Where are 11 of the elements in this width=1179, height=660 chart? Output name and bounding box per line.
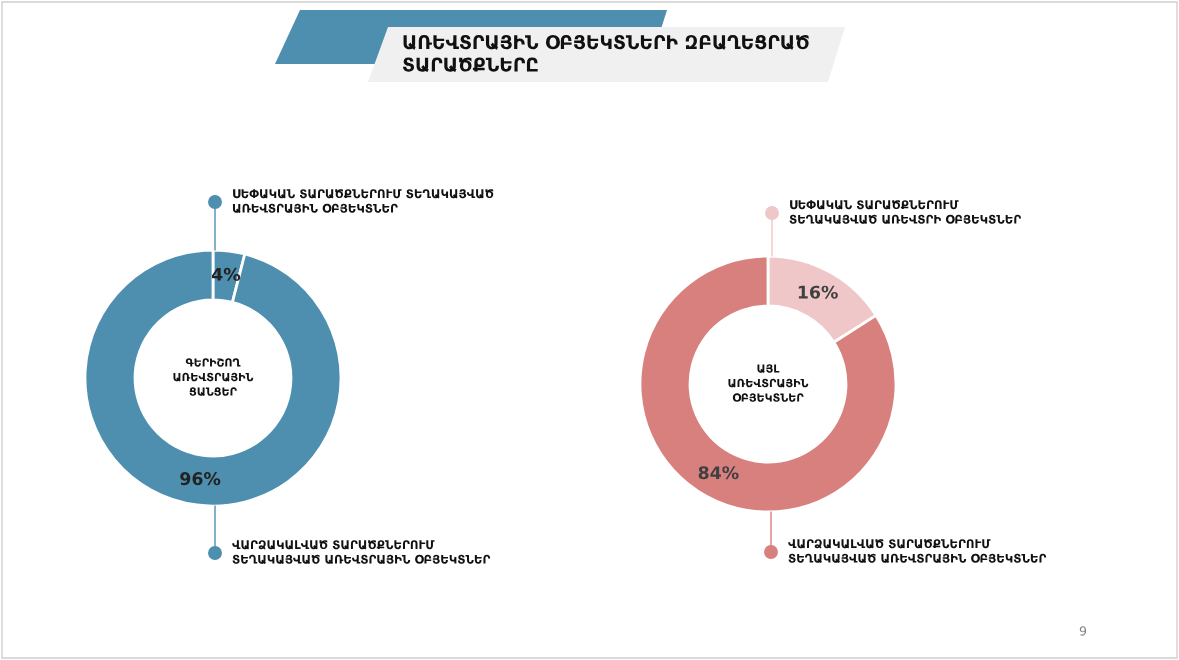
legend-label: ՍԵՓԱԿԱՆ ՏԱՐԱԾՔՆԵՐՈՒՄ ՏԵՂԱԿԱՅՎԱԾ ԱՌԵՎՏՐԱՅԻՆ ՕԲՅԵԿՏՆԵՐ: [232, 189, 494, 213]
text: 9: [1079, 626, 1087, 636]
data-label: 84%: [698, 466, 739, 480]
legend-label: ՍԵՓԱԿԱՆ ՏԱՐԱԾՔՆԵՐՈՒՄ ՏԵՂԱԿԱՅՎԱԾ ԱՌԵՎՏՐԻ ՕԲՅԵԿՏՆԵՐ: [789, 200, 1021, 224]
text: ԱՌԵՎՏՐԱՅԻՆ ՕԲՅԵԿՏՆԵՐԻ ԶԲԱՂԵՑՐԱԾ ՏԱՐԱԾՔՆԵՐԸ: [402, 35, 809, 73]
data-label: 16%: [798, 285, 838, 299]
text: ԳԵՐԻՇՈՂ ԱՌԵՎՏՐԱՅԻՆ ՑԱՆՑԵՐ: [173, 358, 254, 397]
legend-label: ՎԱՐՁԱԿԱԼՎԱԾ ՏԱՐԱԾՔՆԵՐՈՒՄ ՏԵՂԱԿԱՅՎԱԾ ԱՌԵՎՏՐԱՅԻՆ ՕԲՅԵԿՏՆԵՐ: [788, 539, 1047, 563]
legend-label: ՎԱՐՁԱԿԱԼՎԱԾ ՏԱՐԱԾՔՆԵՐՈՒՄ ՏԵՂԱԿԱՅՎԱԾ ԱՌԵՎՏՐԱՅԻՆ ՕԲՅԵԿՏՆԵՐ: [232, 540, 491, 564]
text: ԱՅԼ ԱՌԵՎՏՐԱՅԻՆ ՕԲՅԵԿՏՆԵՐ: [728, 364, 809, 402]
data-label: 96%: [180, 472, 221, 486]
